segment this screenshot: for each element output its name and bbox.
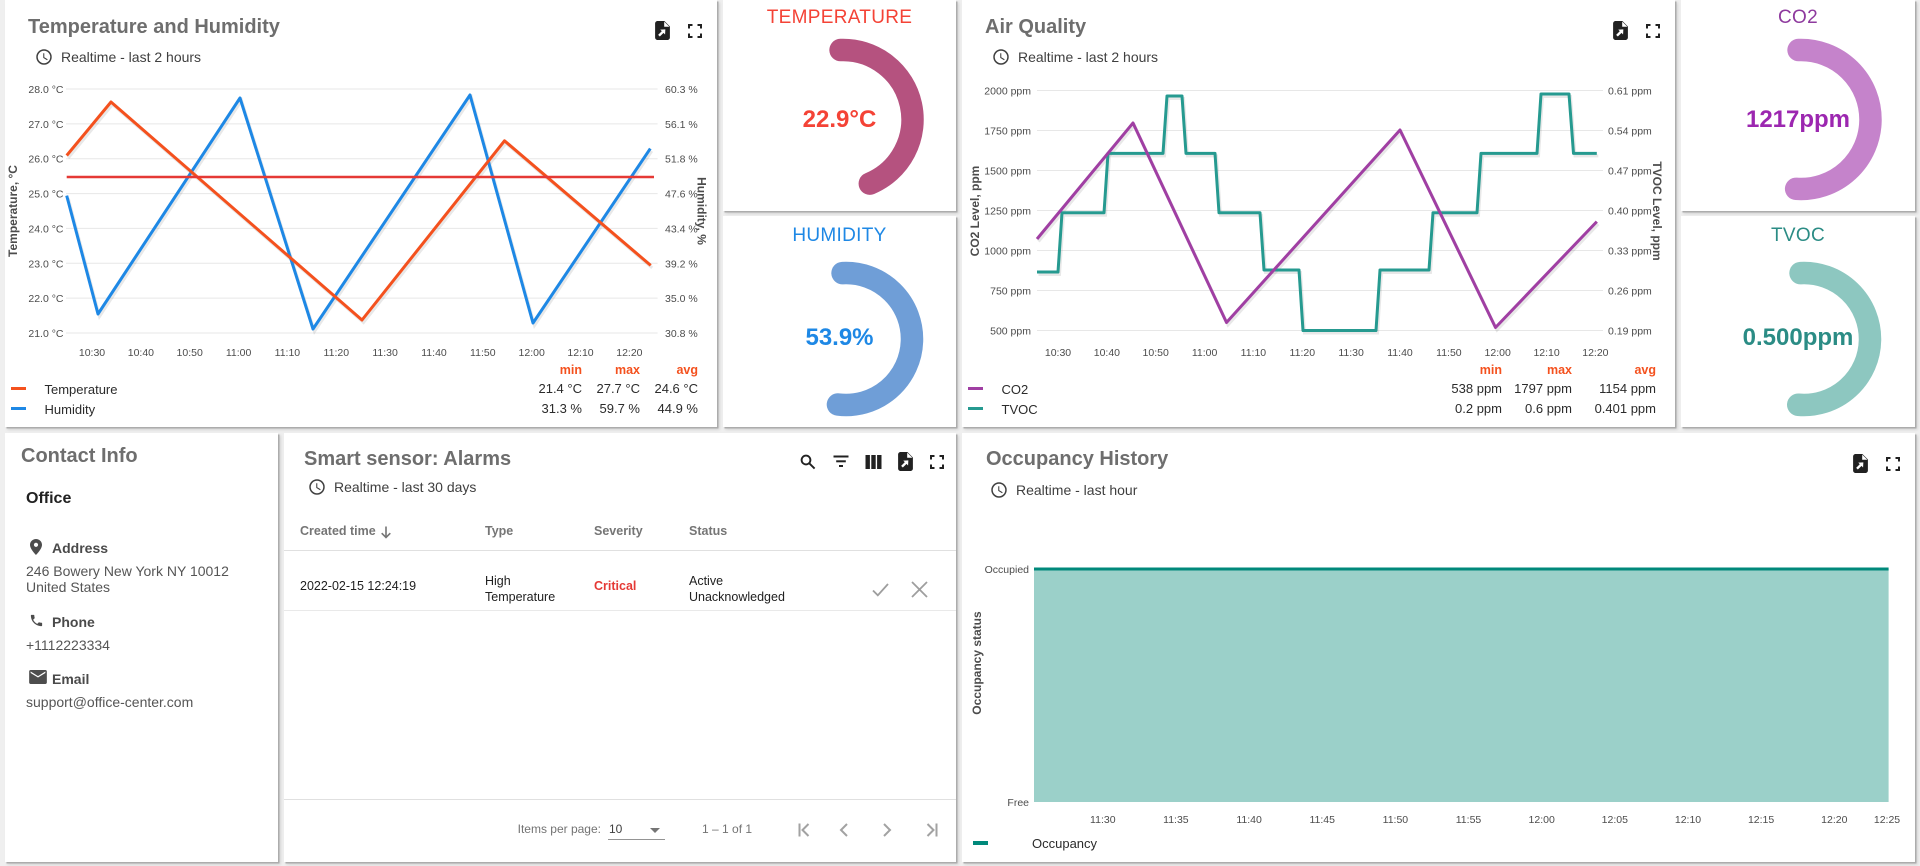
svg-text:56.1 %: 56.1 % <box>665 119 698 131</box>
svg-text:Temperature, °C: Temperature, °C <box>6 165 20 257</box>
svg-text:1000 ppm: 1000 ppm <box>984 246 1031 258</box>
svg-text:0.54 ppm: 0.54 ppm <box>1608 126 1652 138</box>
svg-text:12:25: 12:25 <box>1874 814 1900 826</box>
svg-text:0.26 ppm: 0.26 ppm <box>1608 286 1652 298</box>
svg-text:39.2 %: 39.2 % <box>665 258 698 270</box>
svg-text:11:00: 11:00 <box>226 347 252 359</box>
svg-text:11:55: 11:55 <box>1456 814 1482 826</box>
svg-text:30.8 %: 30.8 % <box>665 328 698 340</box>
svg-text:11:40: 11:40 <box>421 347 447 359</box>
svg-text:12:20: 12:20 <box>1821 814 1847 826</box>
svg-text:Humidity, %: Humidity, % <box>695 177 709 245</box>
svg-text:22.0 °C: 22.0 °C <box>28 293 64 305</box>
svg-text:10:40: 10:40 <box>1094 347 1120 359</box>
svg-text:1750 ppm: 1750 ppm <box>984 126 1031 138</box>
svg-text:12:10: 12:10 <box>567 347 593 359</box>
svg-text:26.0 °C: 26.0 °C <box>28 154 64 166</box>
svg-text:0.33 ppm: 0.33 ppm <box>1608 246 1652 258</box>
svg-text:500 ppm: 500 ppm <box>990 326 1031 338</box>
svg-text:1250 ppm: 1250 ppm <box>984 206 1031 218</box>
svg-text:750 ppm: 750 ppm <box>990 286 1031 298</box>
svg-text:TVOC Level, ppm: TVOC Level, ppm <box>1650 161 1664 260</box>
svg-text:28.0 °C: 28.0 °C <box>28 84 64 96</box>
svg-text:12:10: 12:10 <box>1675 814 1701 826</box>
svg-text:12:20: 12:20 <box>1582 347 1608 359</box>
svg-text:11:10: 11:10 <box>1241 347 1267 359</box>
svg-text:12:00: 12:00 <box>1485 347 1511 359</box>
svg-text:0.40 ppm: 0.40 ppm <box>1608 206 1652 218</box>
svg-text:12:00: 12:00 <box>519 347 545 359</box>
svg-text:11:50: 11:50 <box>1383 814 1409 826</box>
svg-text:10:50: 10:50 <box>1143 347 1169 359</box>
svg-text:11:50: 11:50 <box>470 347 496 359</box>
svg-text:CO2 Level, ppm: CO2 Level, ppm <box>968 166 982 257</box>
svg-text:11:00: 11:00 <box>1192 347 1218 359</box>
svg-text:11:20: 11:20 <box>1290 347 1316 359</box>
svg-text:27.0 °C: 27.0 °C <box>28 119 64 131</box>
svg-text:12:05: 12:05 <box>1602 814 1628 826</box>
svg-text:0.61 ppm: 0.61 ppm <box>1608 86 1652 98</box>
svg-text:60.3 %: 60.3 % <box>665 84 698 96</box>
svg-text:11:30: 11:30 <box>1090 814 1116 826</box>
svg-text:21.0 °C: 21.0 °C <box>28 328 64 340</box>
svg-text:2000 ppm: 2000 ppm <box>984 86 1031 98</box>
svg-text:Occupancy status: Occupancy status <box>970 611 984 715</box>
svg-text:0.47 ppm: 0.47 ppm <box>1608 166 1652 178</box>
svg-text:12:15: 12:15 <box>1748 814 1774 826</box>
svg-text:Occupied: Occupied <box>985 564 1030 576</box>
svg-text:0.19 ppm: 0.19 ppm <box>1608 326 1652 338</box>
svg-text:10:30: 10:30 <box>1045 347 1071 359</box>
svg-text:35.0 %: 35.0 % <box>665 293 698 305</box>
svg-text:11:30: 11:30 <box>372 347 398 359</box>
svg-text:11:35: 11:35 <box>1163 814 1189 826</box>
svg-text:12:10: 12:10 <box>1533 347 1559 359</box>
svg-text:1500 ppm: 1500 ppm <box>984 166 1031 178</box>
svg-text:51.8 %: 51.8 % <box>665 154 698 166</box>
svg-text:12:20: 12:20 <box>616 347 642 359</box>
svg-text:43.4 %: 43.4 % <box>665 223 698 235</box>
svg-text:11:30: 11:30 <box>1338 347 1364 359</box>
svg-text:23.0 °C: 23.0 °C <box>28 258 64 270</box>
svg-text:11:40: 11:40 <box>1236 814 1262 826</box>
svg-text:25.0 °C: 25.0 °C <box>28 189 64 201</box>
svg-text:Free: Free <box>1007 797 1029 809</box>
svg-text:12:00: 12:00 <box>1529 814 1555 826</box>
svg-text:47.6 %: 47.6 % <box>665 189 698 201</box>
svg-text:11:10: 11:10 <box>275 347 301 359</box>
svg-text:11:20: 11:20 <box>324 347 350 359</box>
svg-text:10:50: 10:50 <box>177 347 203 359</box>
svg-text:24.0 °C: 24.0 °C <box>28 223 64 235</box>
svg-text:10:40: 10:40 <box>128 347 154 359</box>
svg-text:11:45: 11:45 <box>1309 814 1335 826</box>
svg-text:11:50: 11:50 <box>1436 347 1462 359</box>
svg-text:10:30: 10:30 <box>79 347 105 359</box>
svg-text:11:40: 11:40 <box>1387 347 1413 359</box>
